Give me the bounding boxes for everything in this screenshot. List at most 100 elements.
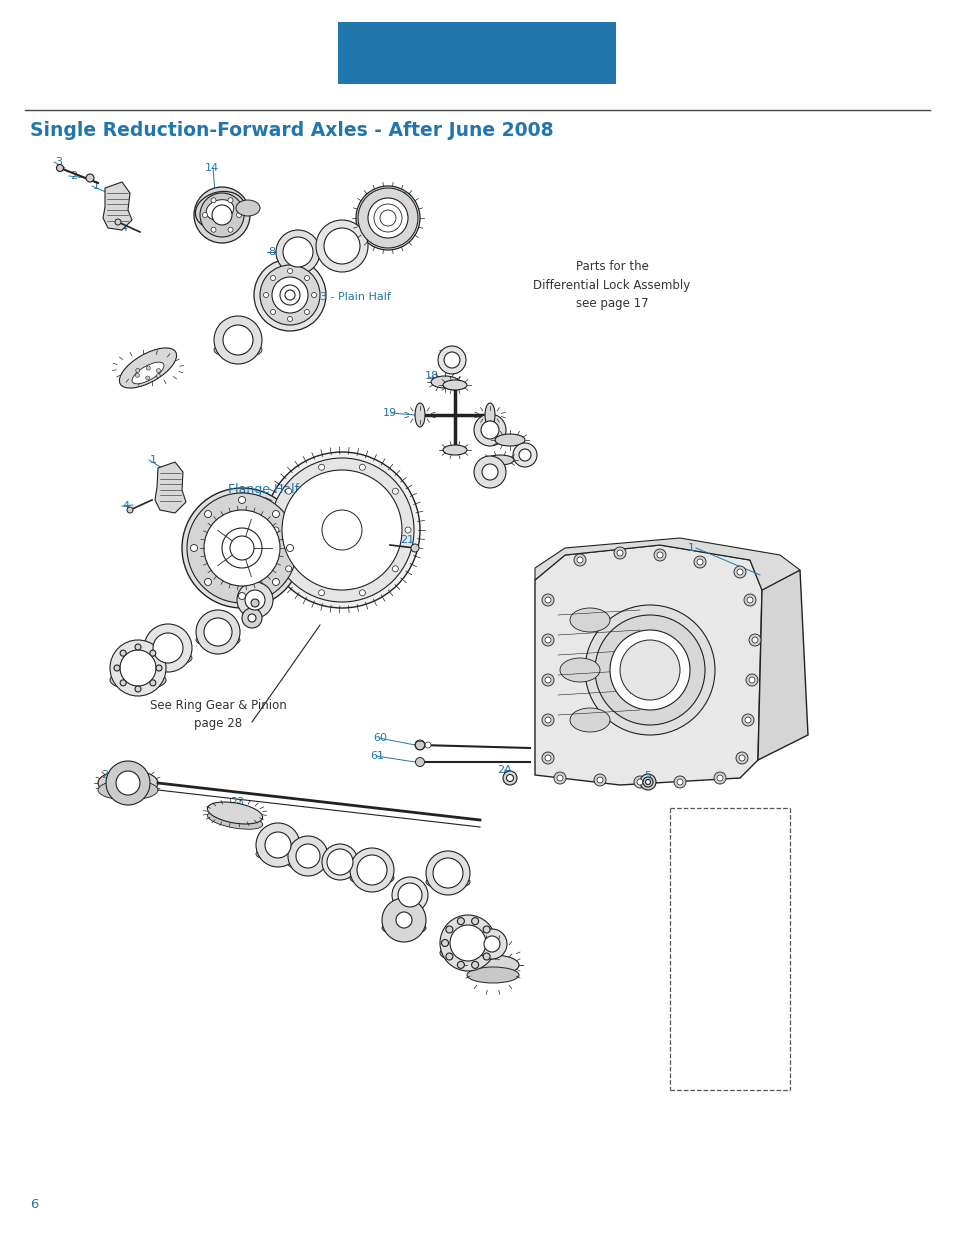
Ellipse shape: [426, 876, 470, 889]
Text: 60: 60: [373, 734, 387, 743]
Circle shape: [594, 774, 605, 785]
Circle shape: [286, 545, 294, 552]
Circle shape: [146, 366, 151, 370]
Ellipse shape: [195, 191, 244, 228]
Circle shape: [381, 898, 426, 942]
Circle shape: [116, 771, 140, 795]
Circle shape: [204, 578, 212, 585]
Circle shape: [282, 471, 401, 590]
Circle shape: [273, 527, 278, 534]
Circle shape: [577, 557, 582, 563]
Circle shape: [271, 310, 275, 315]
Circle shape: [693, 556, 705, 568]
Circle shape: [236, 582, 273, 618]
Circle shape: [318, 464, 324, 471]
Circle shape: [285, 290, 294, 300]
Ellipse shape: [485, 454, 514, 466]
Polygon shape: [535, 538, 800, 590]
Ellipse shape: [569, 608, 609, 632]
Circle shape: [426, 851, 470, 895]
Ellipse shape: [207, 810, 262, 829]
Circle shape: [106, 761, 150, 805]
Circle shape: [245, 590, 265, 610]
Circle shape: [544, 597, 551, 603]
Text: 32: 32: [486, 952, 500, 962]
Circle shape: [483, 936, 499, 952]
Circle shape: [743, 594, 755, 606]
Text: 1: 1: [150, 454, 157, 466]
Circle shape: [260, 266, 319, 325]
Circle shape: [392, 488, 398, 494]
Circle shape: [474, 456, 505, 488]
Circle shape: [735, 752, 747, 764]
Ellipse shape: [442, 380, 467, 390]
Circle shape: [424, 742, 431, 748]
Circle shape: [230, 536, 253, 559]
Circle shape: [737, 569, 742, 576]
Circle shape: [356, 855, 387, 885]
FancyBboxPatch shape: [337, 22, 616, 84]
Ellipse shape: [98, 769, 158, 797]
Circle shape: [634, 776, 645, 788]
Circle shape: [748, 677, 754, 683]
Circle shape: [187, 493, 296, 603]
Circle shape: [270, 458, 414, 601]
Text: 22: 22: [101, 769, 115, 781]
Circle shape: [544, 755, 551, 761]
Text: 4: 4: [121, 224, 128, 233]
Ellipse shape: [110, 671, 166, 690]
Text: 25: 25: [371, 858, 385, 868]
Circle shape: [544, 637, 551, 643]
Circle shape: [150, 679, 155, 685]
Circle shape: [120, 650, 126, 656]
Circle shape: [135, 373, 139, 378]
Ellipse shape: [439, 944, 496, 962]
Circle shape: [574, 555, 585, 566]
Ellipse shape: [195, 634, 240, 647]
Text: 12: 12: [252, 587, 266, 597]
Circle shape: [713, 772, 725, 784]
Circle shape: [204, 510, 280, 585]
Circle shape: [445, 926, 453, 932]
Circle shape: [471, 961, 478, 968]
Text: 24: 24: [260, 832, 274, 844]
Circle shape: [255, 823, 299, 867]
Text: 6: 6: [30, 1198, 38, 1212]
Circle shape: [251, 599, 258, 606]
Circle shape: [471, 918, 478, 925]
Circle shape: [350, 848, 394, 892]
Circle shape: [502, 771, 517, 785]
Ellipse shape: [431, 375, 458, 388]
Ellipse shape: [119, 348, 176, 388]
Circle shape: [283, 237, 313, 267]
Circle shape: [288, 836, 328, 876]
Text: Parts for the
Differential Lock Assembly
see page 17: Parts for the Differential Lock Assembly…: [533, 261, 690, 310]
Circle shape: [405, 527, 411, 534]
Circle shape: [368, 198, 408, 238]
Text: 21: 21: [399, 535, 414, 545]
Ellipse shape: [132, 362, 164, 384]
Circle shape: [253, 259, 326, 331]
Polygon shape: [758, 571, 807, 760]
Text: 9: 9: [125, 655, 132, 664]
Circle shape: [595, 615, 704, 725]
Circle shape: [673, 776, 685, 788]
Text: 1: 1: [92, 182, 100, 191]
Circle shape: [374, 204, 401, 232]
Circle shape: [202, 212, 208, 217]
Ellipse shape: [213, 342, 262, 358]
Text: See Ring Gear & Pinion
page 28: See Ring Gear & Pinion page 28: [150, 699, 286, 730]
Circle shape: [135, 643, 141, 650]
Circle shape: [392, 566, 398, 572]
Text: 28: 28: [393, 906, 407, 918]
Circle shape: [597, 777, 602, 783]
Circle shape: [544, 718, 551, 722]
Ellipse shape: [207, 802, 262, 824]
Circle shape: [584, 605, 714, 735]
Text: 11: 11: [210, 620, 224, 630]
Circle shape: [476, 929, 506, 960]
Text: 2: 2: [70, 170, 77, 182]
Text: 17: 17: [437, 350, 452, 359]
Circle shape: [395, 911, 412, 927]
Circle shape: [327, 848, 353, 876]
